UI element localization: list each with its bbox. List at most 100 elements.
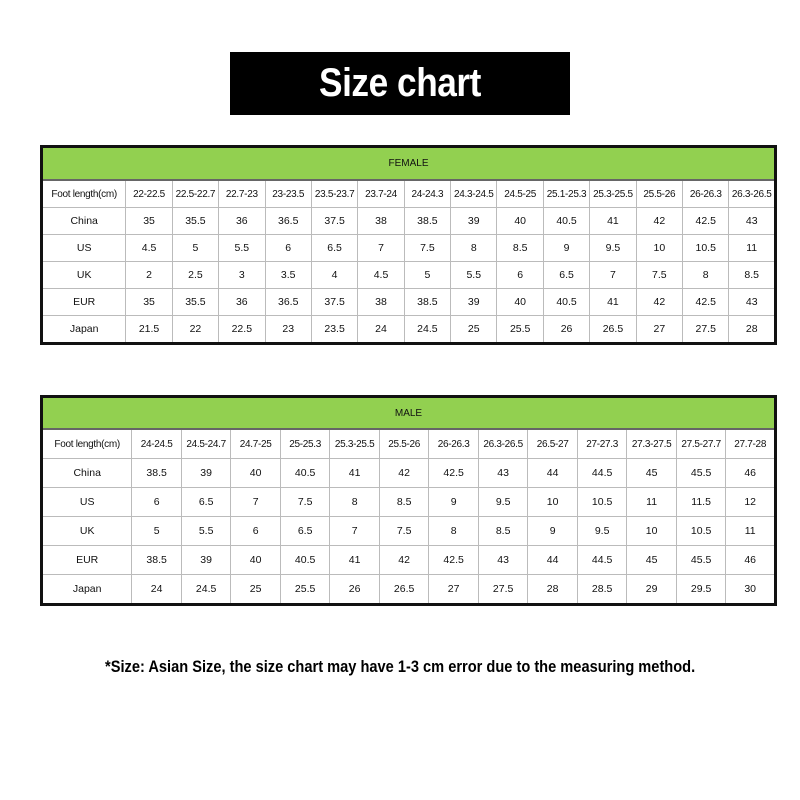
size-cell: 5.5 <box>218 234 266 262</box>
size-cell: 46 <box>725 458 776 488</box>
size-cell: 40.5 <box>542 207 591 235</box>
size-cell: 8 <box>682 261 730 289</box>
size-cell: 26 <box>542 315 591 344</box>
size-cell: 38 <box>357 207 405 235</box>
foot-length-cell: 26-26.3 <box>682 179 730 208</box>
size-cell: 10.5 <box>675 516 727 546</box>
size-cell: 28.5 <box>576 574 628 605</box>
size-cell: 8.5 <box>378 487 430 517</box>
size-cell: 8.5 <box>496 234 544 262</box>
size-cell: 46 <box>725 545 776 575</box>
size-cell: 3 <box>218 261 266 289</box>
size-cell: 25 <box>230 574 281 605</box>
size-cell: 9 <box>527 516 578 546</box>
table-heading-row: MALE <box>41 396 776 430</box>
foot-length-cell: 24.3-24.5 <box>450 179 498 208</box>
size-cell: 37.5 <box>310 207 359 235</box>
size-cell: 36 <box>218 207 266 235</box>
size-cell: 10 <box>527 487 578 517</box>
size-cell: 39 <box>180 545 232 575</box>
size-cell: 40 <box>496 207 544 235</box>
row-label: China <box>40 458 133 488</box>
size-cell: 38.5 <box>403 207 452 235</box>
size-note: *Size: Asian Size, the size chart may ha… <box>0 657 800 677</box>
size-cell: 6.5 <box>180 487 232 517</box>
size-cell: 10 <box>626 516 677 546</box>
foot-length-cell: 24-24.3 <box>403 179 452 208</box>
size-cell: 10.5 <box>576 487 628 517</box>
size-cell: 45.5 <box>675 458 727 488</box>
foot-length-cell: 24-24.5 <box>131 428 182 459</box>
row-label: US <box>40 487 133 517</box>
size-cell: 12 <box>725 487 776 517</box>
size-cell: 9 <box>542 234 591 262</box>
size-cell: 8 <box>329 487 380 517</box>
foot-length-cell: 26.5-27 <box>527 428 578 459</box>
page-title: Size chart <box>319 61 481 105</box>
size-cell: 43 <box>477 458 529 488</box>
size-cell: 39 <box>180 458 232 488</box>
size-cell: 40.5 <box>279 545 331 575</box>
size-cell: 42 <box>635 207 684 235</box>
size-cell: 38 <box>357 288 405 316</box>
row-label: Foot length(cm) <box>40 179 127 208</box>
size-cell: 43 <box>477 545 529 575</box>
foot-length-cell: 27.5-27.7 <box>675 428 727 459</box>
size-cell: 40.5 <box>279 458 331 488</box>
size-cell: 27.5 <box>682 315 730 344</box>
foot-length-cell: 25.1-25.3 <box>542 179 591 208</box>
size-cell: 35.5 <box>171 207 220 235</box>
size-cell: 6.5 <box>310 234 359 262</box>
size-cell: 28 <box>728 315 776 344</box>
size-cell: 6 <box>131 487 182 517</box>
size-cell: 7.5 <box>378 516 430 546</box>
foot-length-cell: 26-26.3 <box>428 428 479 459</box>
size-cell: 10 <box>635 234 684 262</box>
male-size-table: MALE Foot length(cm) 24-24.5 24.5-24.7 24.7-… <box>40 395 777 606</box>
size-cell: 23 <box>264 315 312 344</box>
size-cell: 45 <box>626 545 677 575</box>
size-cell: 22 <box>171 315 220 344</box>
row-label: UK <box>40 516 133 546</box>
size-cell: 27 <box>635 315 684 344</box>
size-cell: 45.5 <box>675 545 727 575</box>
table-row: China 38.5 39 40 40.5 41 42 42.5 43 44 44.5 45 45.5 4… <box>40 458 776 488</box>
size-cell: 24 <box>131 574 182 605</box>
row-label: EUR <box>40 545 133 575</box>
size-cell: 27 <box>428 574 479 605</box>
size-cell: 9 <box>428 487 479 517</box>
size-cell: 6.5 <box>542 261 591 289</box>
size-cell: 4.5 <box>357 261 405 289</box>
size-cell: 35.5 <box>171 288 220 316</box>
size-cell: 5 <box>403 261 452 289</box>
size-cell: 10.5 <box>682 234 730 262</box>
size-cell: 44 <box>527 545 578 575</box>
size-cell: 21.5 <box>125 315 173 344</box>
size-cell: 44 <box>527 458 578 488</box>
size-cell: 7 <box>230 487 281 517</box>
size-cell: 8.5 <box>728 261 776 289</box>
size-cell: 38.5 <box>131 458 182 488</box>
size-cell: 37.5 <box>310 288 359 316</box>
size-cell: 41 <box>589 288 637 316</box>
table-row: UK 5 5.5 6 6.5 7 7.5 8 8.5 9 9.5 10 10.5 11 <box>40 516 776 546</box>
size-cell: 42.5 <box>428 458 479 488</box>
size-cell: 43 <box>728 207 776 235</box>
size-cell: 38.5 <box>131 545 182 575</box>
size-cell: 24 <box>357 315 405 344</box>
table-heading: MALE <box>41 396 776 430</box>
size-cell: 7 <box>357 234 405 262</box>
size-cell: 5.5 <box>450 261 498 289</box>
row-label: EUR <box>40 288 127 316</box>
size-cell: 44.5 <box>576 458 628 488</box>
size-cell: 28 <box>527 574 578 605</box>
size-cell: 24.5 <box>180 574 232 605</box>
size-cell: 41 <box>329 458 380 488</box>
size-cell: 26.5 <box>589 315 637 344</box>
row-label: Japan <box>40 574 133 605</box>
foot-length-cell: 23.5-23.7 <box>310 179 359 208</box>
size-cell: 41 <box>329 545 380 575</box>
size-cell: 25 <box>450 315 498 344</box>
size-cell: 5.5 <box>180 516 232 546</box>
size-cell: 11 <box>626 487 677 517</box>
